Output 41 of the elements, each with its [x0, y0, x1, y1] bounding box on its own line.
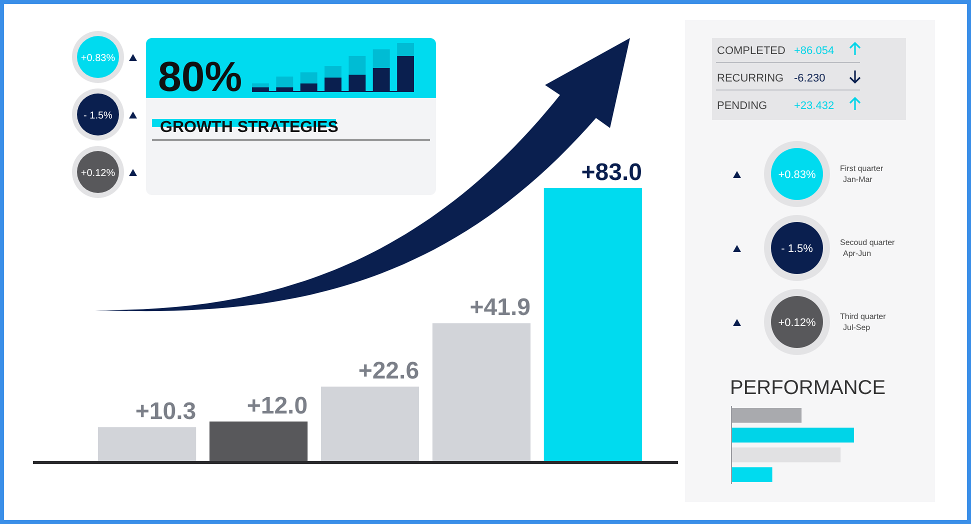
- chart-title: PERFORMANCE: [730, 377, 886, 399]
- category-label: - 1.5%: [84, 110, 113, 122]
- bar: [320, 386, 420, 461]
- text: Secoud quarter: [840, 238, 896, 247]
- bar: [732, 447, 841, 462]
- category-label: - 1.5%: [781, 243, 814, 255]
- chart-title: 80%: [158, 53, 242, 100]
- data-label: +22.6: [358, 358, 420, 385]
- bar: [348, 56, 366, 75]
- data-label: +12.0: [246, 392, 308, 420]
- bar: [732, 408, 802, 423]
- category-label: +0.83%: [778, 169, 816, 181]
- bar: [372, 49, 390, 68]
- text: Apr-Jun: [843, 249, 872, 258]
- bar: [732, 467, 772, 482]
- category-label: PENDING: [717, 100, 768, 112]
- text: Jan-Mar: [843, 175, 873, 184]
- bar: [432, 323, 531, 461]
- data-label: +83.0: [581, 159, 642, 186]
- bar: [544, 188, 642, 461]
- data-label: +10.3: [135, 398, 196, 426]
- text: +86.054: [794, 45, 834, 57]
- bar: [732, 428, 854, 443]
- bar: [324, 66, 342, 78]
- data-label: +41.9: [470, 294, 531, 322]
- category-label: +0.12%: [778, 317, 816, 329]
- category-label: COMPLETED: [717, 45, 786, 57]
- bar: [98, 427, 196, 461]
- bar: [397, 43, 414, 56]
- bar: [209, 422, 308, 461]
- text: -6.230: [794, 72, 826, 84]
- text: +23.432: [794, 100, 834, 112]
- category-label: +0.83%: [80, 53, 116, 64]
- bar: [276, 76, 294, 88]
- text: Jul-Sep: [843, 323, 871, 332]
- category-label: +0.12%: [80, 168, 116, 179]
- bar: [252, 83, 269, 88]
- category-label: RECURRING: [717, 72, 784, 84]
- bar: [300, 72, 318, 84]
- text: Third quarter: [840, 312, 886, 321]
- text: First quarter: [840, 164, 884, 173]
